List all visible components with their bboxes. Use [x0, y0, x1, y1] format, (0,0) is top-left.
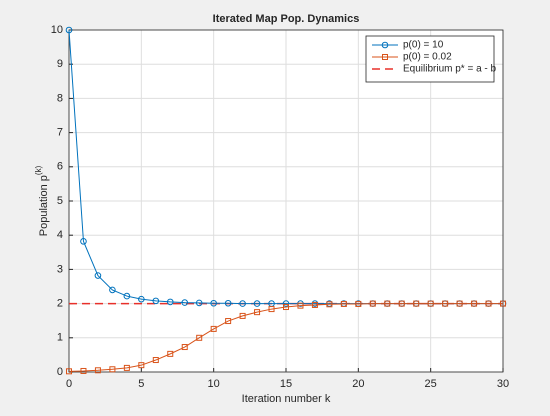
y-tick-label: 8 — [57, 92, 63, 104]
marker — [138, 295, 145, 303]
marker — [398, 300, 405, 307]
legend-label: p(0) = 0.02 — [403, 52, 452, 63]
marker — [80, 367, 87, 374]
marker — [138, 362, 145, 369]
chart-title: Iterated Map Pop. Dynamics — [213, 13, 360, 25]
marker — [167, 350, 174, 357]
marker — [210, 325, 217, 332]
y-tick-label: 3 — [57, 263, 63, 275]
marker — [181, 344, 188, 351]
marker — [283, 304, 289, 311]
axes-box — [68, 29, 504, 373]
marker — [282, 300, 290, 307]
series-line — [68, 303, 503, 372]
x-tick-label: 30 — [497, 378, 509, 390]
marker — [109, 366, 116, 373]
marker — [471, 300, 478, 307]
plot-layer: 0 5 10 15 20 25 30 0 1 2 3 4 5 6 7 8 9 10 p(0) = 10p(0) = … — [51, 24, 509, 390]
marker — [152, 297, 160, 305]
x-tick-label: 20 — [352, 378, 364, 390]
marker — [456, 300, 463, 307]
x-tick-label: 0 — [66, 378, 72, 390]
marker — [166, 298, 174, 306]
y-axis-label-main: Population p — [38, 175, 50, 236]
marker — [65, 26, 73, 34]
marker — [355, 300, 362, 307]
marker — [268, 306, 275, 313]
marker — [152, 357, 159, 364]
marker — [224, 299, 232, 307]
y-tick-label: 9 — [57, 58, 63, 70]
legend-marker — [381, 41, 389, 49]
marker — [94, 272, 102, 279]
marker — [253, 300, 261, 307]
marker — [442, 300, 449, 307]
marker — [340, 300, 347, 307]
marker — [239, 312, 246, 319]
marker — [195, 299, 203, 307]
marker — [326, 301, 333, 308]
marker — [210, 299, 217, 307]
marker — [311, 301, 318, 308]
x-tick-label: 5 — [138, 378, 144, 390]
marker — [413, 300, 420, 307]
y-tick-label: 4 — [57, 229, 63, 241]
y-axis-label-superscript: (k) — [34, 165, 43, 175]
marker — [196, 334, 203, 341]
marker — [80, 238, 87, 245]
marker — [123, 292, 131, 300]
marker — [66, 368, 72, 375]
marker — [297, 302, 304, 309]
legend-marker — [382, 54, 388, 60]
y-tick-label: 6 — [57, 161, 63, 173]
marker — [427, 300, 434, 307]
marker — [384, 300, 391, 307]
y-tick-label: 5 — [57, 195, 63, 207]
x-axis-label: Iteration number k — [242, 393, 331, 405]
legend-label: p(0) = 10 — [403, 40, 444, 51]
x-tick-label: 10 — [208, 378, 220, 390]
marker — [109, 286, 116, 294]
marker — [181, 299, 189, 306]
y-axis-label: Population p(k) — [34, 165, 50, 236]
marker — [485, 300, 492, 307]
y-tick-label: 0 — [57, 366, 63, 378]
y-tick-label: 1 — [57, 332, 63, 344]
marker — [94, 367, 101, 374]
y-tick-label: 7 — [57, 127, 63, 139]
y-tick-label: 10 — [51, 24, 63, 36]
x-tick-label: 15 — [280, 378, 292, 390]
marker — [369, 300, 376, 307]
x-tick-label: 25 — [425, 378, 437, 390]
marker — [225, 318, 232, 325]
legend-label: Equilibrium p* = a - b — [403, 64, 497, 75]
marker — [500, 300, 506, 307]
marker — [254, 309, 261, 316]
marker — [123, 364, 130, 371]
y-tick-label: 2 — [57, 298, 63, 310]
marker — [239, 300, 246, 307]
